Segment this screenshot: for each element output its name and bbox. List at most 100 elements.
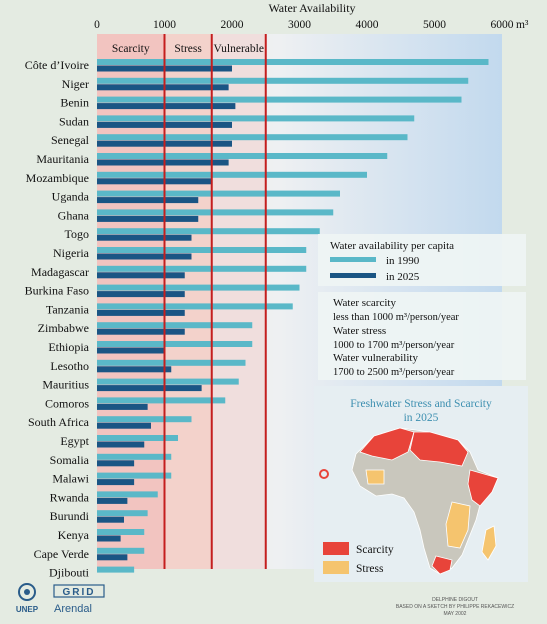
zone-band-scarcity [97, 34, 165, 569]
bar-benin-1990 [97, 96, 462, 103]
category-label-ghana: Ghana [58, 208, 90, 222]
category-label-mauritius: Mauritius [42, 378, 89, 392]
scarcity-region-north [359, 427, 415, 461]
category-label-kenya: Kenya [58, 528, 90, 542]
bar-madagascar-1990 [97, 265, 307, 272]
x-tick-label-2000: 2000 [221, 19, 244, 31]
zone-band-stress [164, 34, 212, 569]
legend-title: Water availability per capita [330, 240, 454, 252]
bar-kenya-1990 [97, 529, 145, 535]
definition-vulnerability-title: Water vulnerability [333, 352, 418, 364]
legend-swatch-1990 [330, 257, 376, 262]
category-label-sudan: Sudan [59, 114, 89, 128]
map-legend-label-scarcity: Scarcity [356, 544, 394, 556]
arendal-logo-text: Arendal [54, 603, 92, 615]
bar-south-africa-2025 [97, 422, 151, 429]
category-label-senegal: Senegal [51, 133, 90, 147]
x-tick-label-4000: 4000 [356, 19, 379, 31]
definition-scarcity-range: less than 1000 m³/person/year [333, 312, 459, 323]
stress-region-west [365, 469, 385, 485]
cape-verde-marker [319, 469, 329, 479]
category-label-lesotho: Lesotho [50, 359, 89, 373]
category-label-mozambique: Mozambique [26, 171, 89, 185]
legend-swatch-2025 [330, 273, 376, 278]
category-label-egypt: Egypt [60, 434, 89, 448]
map-legend-swatch-scarcity [323, 542, 349, 555]
x-tick-label-3000: 3000 [288, 19, 311, 31]
category-label-c-te-d-ivoire: Côte d’Ivoire [25, 58, 89, 72]
x-tick-label-1000: 1000 [153, 19, 176, 31]
bar-mozambique-2025 [97, 178, 212, 185]
unep-logo-text: UNEP [16, 605, 39, 614]
inset-map: Freshwater Stress and Scarcity in 2025 S… [314, 386, 528, 582]
definition-stress-title: Water stress [333, 325, 386, 337]
credit-sketch: BASED ON A SKETCH BY PHILIPPE REKACEWICZ [396, 604, 514, 610]
bar-egypt-1990 [97, 435, 178, 441]
stress-region-east [445, 501, 471, 549]
bar-nigeria-2025 [97, 253, 192, 260]
bar-mozambique-1990 [97, 171, 367, 178]
zone-label-vulnerable: Vulnerable [214, 43, 264, 55]
bar-malawi-2025 [97, 479, 135, 486]
bar-rwanda-1990 [97, 491, 158, 498]
bar-tanzania-2025 [97, 309, 185, 316]
bar-zimbabwe-2025 [97, 328, 185, 335]
unep-logo: UNEP [16, 583, 39, 614]
category-label-south-africa: South Africa [28, 415, 90, 429]
definitions-box: Water scarcity less than 1000 m³/person/… [318, 292, 526, 380]
zone-label-stress: Stress [174, 43, 202, 55]
bar-tanzania-1990 [97, 303, 293, 310]
bar-comoros-1990 [97, 397, 226, 404]
category-label-ethiopia: Ethiopia [48, 340, 89, 354]
category-label-niger: Niger [62, 77, 89, 91]
bar-nigeria-1990 [97, 247, 307, 253]
category-label-nigeria: Nigeria [53, 246, 90, 260]
category-label-burundi: Burundi [50, 509, 90, 523]
bar-ghana-2025 [97, 215, 199, 222]
map-subtitle: in 2025 [404, 412, 439, 424]
category-label-madagascar: Madagascar [31, 265, 89, 279]
bar-lesotho-2025 [97, 366, 172, 373]
bar-rwanda-2025 [97, 497, 128, 504]
bar-kenya-2025 [97, 535, 121, 542]
bar-benin-2025 [97, 103, 236, 110]
credit-date: MAY 2002 [444, 611, 467, 617]
bar-cape-verde-2025 [97, 554, 128, 561]
definition-vulnerability-range: 1700 to 2500 m³/person/year [333, 367, 455, 378]
madagascar-shape [481, 525, 497, 561]
category-label-rwanda: Rwanda [50, 490, 90, 504]
definition-scarcity-title: Water scarcity [333, 297, 396, 309]
category-label-somalia: Somalia [50, 453, 90, 467]
x-tick-label-6000: 6000 [491, 19, 514, 31]
x-axis-unit: m³ [516, 19, 529, 31]
series-legend: Water availability per capita in 1990 in… [318, 234, 526, 286]
bar-c-te-d-ivoire-1990 [97, 59, 489, 65]
bar-niger-1990 [97, 77, 469, 84]
grid-arendal-logo: GRID Arendal [53, 584, 105, 615]
zone-label-scarcity: Scarcity [112, 43, 150, 55]
category-label-zimbabwe: Zimbabwe [38, 321, 89, 335]
definition-stress-range: 1000 to 1700 m³/person/year [333, 340, 455, 351]
bar-mauritius-1990 [97, 378, 239, 385]
category-label-togo: Togo [65, 227, 90, 241]
bar-madagascar-2025 [97, 272, 185, 279]
scarcity-region-horn [467, 469, 499, 507]
bar-zimbabwe-1990 [97, 322, 253, 329]
bar-egypt-2025 [97, 441, 145, 448]
bar-burkina-faso-1990 [97, 284, 300, 291]
zone-band-vulnerable [211, 34, 266, 569]
bar-uganda-1990 [97, 190, 340, 197]
bar-burundi-1990 [97, 510, 148, 517]
map-legend-swatch-stress [323, 561, 349, 574]
bar-cape-verde-1990 [97, 547, 145, 554]
bar-djibouti-1990 [97, 566, 135, 573]
bar-togo-1990 [97, 228, 320, 235]
bar-ethiopia-2025 [97, 347, 165, 354]
category-label-malawi: Malawi [52, 472, 89, 486]
bar-ethiopia-1990 [97, 341, 253, 347]
category-label-benin: Benin [60, 96, 89, 110]
category-label-comoros: Comoros [45, 396, 89, 410]
bar-south-africa-1990 [97, 416, 192, 423]
bar-mauritius-2025 [97, 385, 202, 392]
